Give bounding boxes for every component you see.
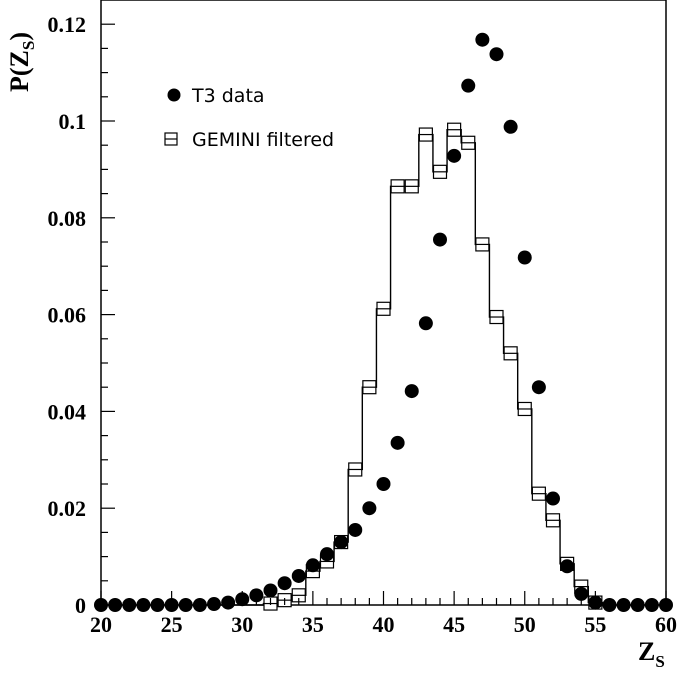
t3-point bbox=[348, 522, 363, 537]
t3-point bbox=[390, 435, 405, 450]
legend-label-t3: T3 data bbox=[191, 85, 265, 107]
x-axis-title: ZS bbox=[638, 637, 665, 671]
t3-point bbox=[418, 316, 433, 331]
legend-marker-t3 bbox=[167, 88, 181, 102]
gemini-marker bbox=[432, 164, 448, 179]
t3-point bbox=[305, 558, 320, 573]
x-tick-label: 20 bbox=[90, 612, 112, 637]
legend-label-gemini: GEMINI filtered bbox=[192, 129, 334, 151]
gemini-series bbox=[101, 122, 666, 611]
y-tick-label: 0.02 bbox=[48, 496, 87, 521]
x-tick-label: 50 bbox=[514, 612, 536, 637]
gemini-marker bbox=[376, 301, 391, 316]
t3-point bbox=[376, 477, 391, 491]
y-axis: 0 0.02 0.04 0.06 0.08 0.1 0.12 bbox=[48, 12, 115, 618]
gemini-marker bbox=[489, 309, 504, 325]
t3-point bbox=[263, 583, 278, 598]
gemini-marker bbox=[390, 179, 405, 194]
t3-point bbox=[277, 576, 292, 591]
t3-series bbox=[94, 32, 673, 612]
t3-point bbox=[291, 568, 306, 583]
gemini-marker bbox=[418, 127, 433, 142]
t3-point bbox=[546, 491, 560, 506]
y-tick-label: 0.06 bbox=[48, 303, 87, 328]
x-tick-label: 60 bbox=[655, 612, 677, 637]
x-tick-label: 55 bbox=[584, 612, 606, 637]
t3-point bbox=[447, 148, 462, 163]
t3-point bbox=[433, 232, 447, 247]
t3-point bbox=[362, 501, 377, 516]
y-tick-label: 0 bbox=[75, 593, 86, 618]
t3-point bbox=[531, 380, 546, 395]
legend: T3 data GEMINI filtered bbox=[164, 85, 334, 151]
x-axis: 20 25 30 35 40 45 50 55 60 bbox=[90, 591, 677, 637]
t3-point bbox=[489, 47, 504, 62]
y-tick-label: 0.04 bbox=[48, 399, 87, 424]
x-tick-label: 25 bbox=[161, 612, 183, 637]
t3-point bbox=[404, 384, 419, 399]
gemini-marker bbox=[517, 401, 532, 417]
y-tick-label: 0.12 bbox=[48, 12, 87, 37]
legend-marker-gemini bbox=[164, 132, 178, 146]
t3-point bbox=[320, 547, 334, 562]
gemini-marker bbox=[362, 380, 377, 395]
t3-point bbox=[461, 78, 476, 93]
gemini-marker bbox=[475, 237, 490, 252]
x-tick-label: 35 bbox=[302, 612, 324, 637]
x-tick-label: 40 bbox=[373, 612, 395, 637]
gemini-marker bbox=[404, 179, 419, 194]
gemini-marker bbox=[447, 122, 462, 137]
t3-point bbox=[560, 559, 575, 574]
gemini-marker bbox=[531, 486, 546, 501]
y-tick-label: 0.08 bbox=[48, 206, 87, 231]
gemini-marker bbox=[503, 346, 518, 361]
gemini-step-line bbox=[101, 129, 666, 606]
x-tick-label: 30 bbox=[231, 612, 253, 637]
t3-point bbox=[249, 588, 264, 603]
t3-point bbox=[503, 119, 518, 134]
y-axis-title: P(ZS) bbox=[5, 32, 38, 92]
t3-point bbox=[574, 586, 589, 601]
gemini-marker bbox=[348, 462, 363, 477]
gemini-marker bbox=[461, 135, 476, 150]
y-tick-label: 0.1 bbox=[59, 109, 87, 134]
t3-point bbox=[517, 250, 532, 265]
t3-point bbox=[475, 32, 490, 47]
gemini-marker bbox=[545, 513, 561, 528]
x-tick-label: 45 bbox=[443, 612, 465, 637]
t3-point bbox=[334, 535, 349, 550]
